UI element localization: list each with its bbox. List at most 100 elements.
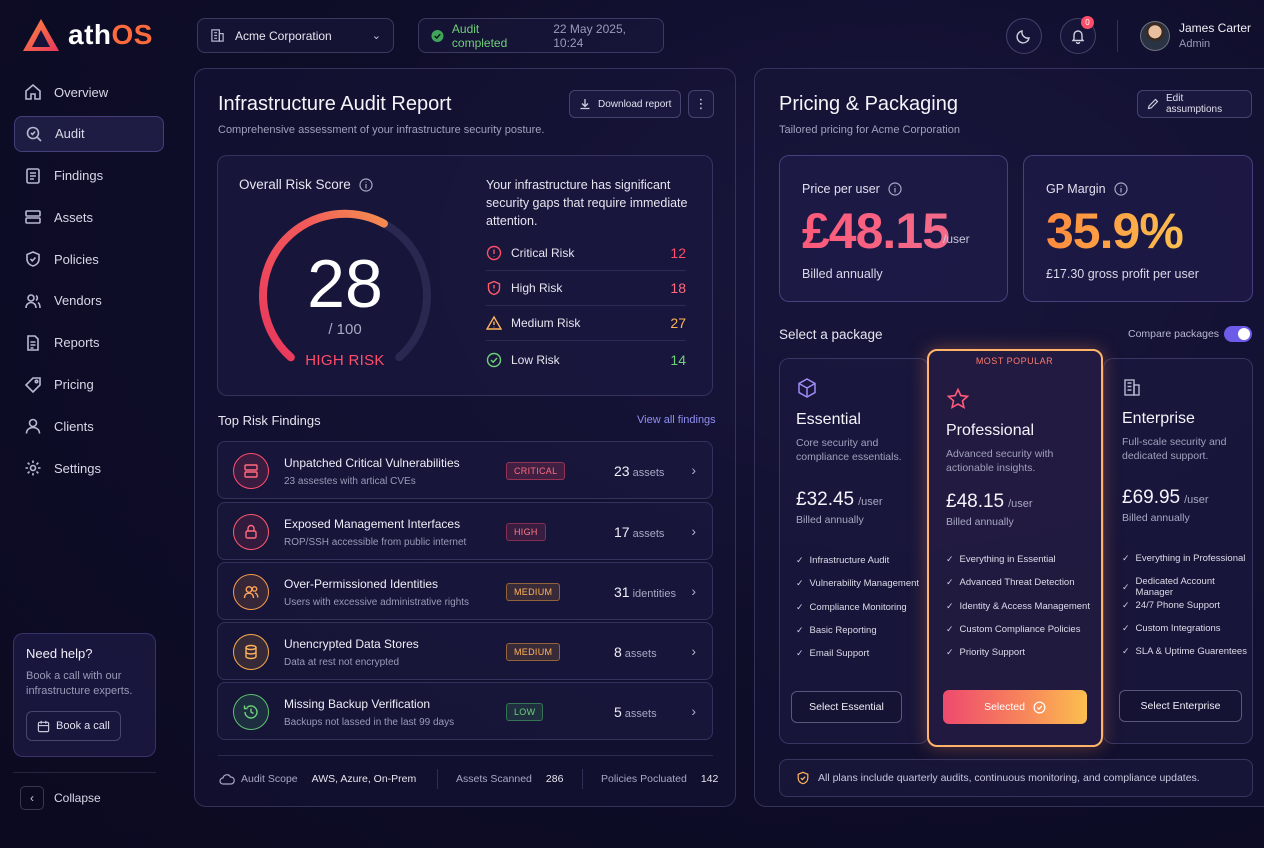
building-icon (1124, 379, 1140, 396)
sidebar-item-label: Clients (54, 418, 94, 434)
finding-row[interactable]: Unencrypted Data Stores Data at rest not… (217, 622, 713, 680)
shield-alert-icon (487, 280, 501, 296)
package-feature: Advanced Threat Detection (946, 577, 1075, 588)
package-card-enterprise[interactable]: Enterprise Full-scale security and dedic… (1103, 358, 1253, 744)
sidebar-item-label: Reports (54, 335, 100, 351)
download-icon (580, 99, 590, 110)
finding-unit: assets (624, 708, 657, 720)
sidebar-item-label: Settings (54, 460, 101, 476)
sidebar-nav: Overview Audit Findings Assets Policies … (14, 74, 164, 492)
download-report-button[interactable]: Download report (569, 90, 682, 118)
margin-value: 35.9% (1046, 203, 1184, 259)
edit-assumptions-button[interactable]: Edit assumptions (1137, 90, 1252, 118)
package-price: £48.15 (946, 491, 1005, 512)
risk-row-count: 27 (670, 315, 686, 331)
finding-count: 31 (614, 584, 630, 600)
info-icon[interactable] (1113, 182, 1128, 196)
finding-description: 23 assestes with artical CVEs (284, 476, 416, 487)
view-all-findings-link[interactable]: View all findings (637, 414, 716, 426)
risk-row-label: Critical Risk (511, 246, 575, 260)
avatar[interactable] (1140, 21, 1170, 51)
compare-packages-label: Compare packages (1128, 328, 1220, 340)
package-billed: Billed annually (946, 516, 1014, 528)
package-feature: Vulnerability Management (796, 578, 920, 589)
finding-count: 5 (614, 704, 622, 720)
warning-triangle-icon (486, 315, 502, 330)
check-circle-icon (431, 29, 444, 42)
risk-level-label: HIGH RISK (305, 352, 385, 369)
sidebar-item-clients[interactable]: Clients (14, 408, 164, 444)
risk-row-low: Low Risk 14 (486, 342, 686, 377)
audit-status-pill: Audit completed 22 May 2025, 10:24 (418, 18, 664, 53)
package-card-professional[interactable]: Professional Advanced security with acti… (927, 349, 1103, 747)
package-card-essential[interactable]: Essential Core security and compliance e… (779, 358, 929, 744)
star-icon (946, 387, 970, 409)
policies-value: 142 (700, 773, 719, 785)
finding-title: Missing Backup Verification (284, 697, 431, 711)
package-feature: Basic Reporting (796, 625, 877, 636)
home-icon (25, 83, 41, 100)
sidebar-item-audit[interactable]: Audit (14, 115, 164, 152)
compare-packages-toggle[interactable] (1224, 326, 1252, 342)
sidebar-item-vendors[interactable]: Vendors (14, 283, 164, 319)
report-icon (27, 334, 39, 351)
sidebar-item-reports[interactable]: Reports (14, 325, 164, 361)
book-call-button[interactable]: Book a call (26, 711, 121, 741)
severity-badge: LOW (506, 703, 544, 721)
more-options-button[interactable]: ⋮ (688, 90, 714, 118)
chevron-right-icon: › (691, 523, 696, 539)
sidebar-item-overview[interactable]: Overview (14, 74, 164, 110)
package-feature: 24/7 Phone Support (1122, 600, 1221, 611)
info-icon[interactable] (888, 182, 902, 196)
sidebar-item-settings[interactable]: Settings (14, 450, 164, 486)
risk-row-high: High Risk 18 (486, 271, 686, 306)
calendar-icon (37, 720, 50, 732)
risk-summary: Your infrastructure has significant secu… (486, 178, 688, 228)
finding-row[interactable]: Exposed Management Interfaces ROP/SSH ac… (217, 502, 713, 560)
finding-unit: identities (632, 588, 676, 600)
finding-row[interactable]: Missing Backup Verification Backups not … (217, 682, 713, 740)
sidebar-item-label: Findings (54, 168, 104, 184)
package-description: Advanced security with actionable insigh… (946, 448, 1054, 474)
theme-toggle-button[interactable] (1006, 18, 1042, 54)
margin-label: GP Margin (1046, 182, 1106, 196)
risk-row-critical: Critical Risk 12 (486, 236, 686, 271)
user-icon (25, 419, 41, 434)
risk-row-count: 12 (670, 245, 686, 261)
finding-row[interactable]: Over-Permissioned Identities Users with … (217, 562, 713, 620)
select-professional-button[interactable]: Selected (943, 690, 1087, 724)
package-feature: Infrastructure Audit (796, 555, 890, 566)
risk-score-title: Overall Risk Score (239, 177, 351, 192)
plans-note: All plans include quarterly audits, cont… (779, 759, 1253, 797)
pricing-title: Pricing & Packaging (779, 93, 958, 115)
database-icon (233, 634, 269, 670)
finding-description: ROP/SSH accessible from public internet (284, 537, 467, 548)
sidebar-item-findings[interactable]: Findings (14, 158, 164, 194)
notifications-button[interactable]: 0 (1060, 16, 1096, 54)
select-essential-button[interactable]: Select Essential (791, 691, 902, 723)
assets-scanned-label: Assets Scanned (456, 773, 532, 785)
select-enterprise-button[interactable]: Select Enterprise (1119, 690, 1242, 722)
info-icon[interactable] (359, 177, 373, 192)
collapse-button[interactable]: ‹ Collapse (20, 786, 101, 810)
check-circle-icon (486, 352, 502, 367)
sidebar-item-label: Overview (54, 84, 109, 100)
package-feature: Custom Integrations (1122, 623, 1221, 634)
finding-row[interactable]: Unpatched Critical Vulnerabilities 23 as… (217, 441, 713, 499)
package-feature: Everything in Essential (946, 554, 1056, 565)
sidebar-item-assets[interactable]: Assets (14, 199, 164, 235)
pricing-subtitle: Tailored pricing for Acme Corporation (779, 124, 960, 136)
finding-title: Over-Permissioned Identities (284, 577, 439, 591)
finding-count: 17 (614, 524, 630, 540)
risk-row-count: 18 (670, 280, 686, 296)
sidebar-item-pricing[interactable]: Pricing (14, 367, 164, 403)
sidebar-item-policies[interactable]: Policies (14, 241, 164, 277)
audit-footer-divider (218, 755, 713, 756)
edit-assumptions-label: Edit assumptions (1165, 93, 1223, 115)
audit-status-text: Audit completed (451, 21, 508, 50)
risk-row-medium: Medium Risk 27 (486, 306, 686, 341)
risk-score-value: 28 (307, 246, 383, 322)
topbar-divider (1117, 20, 1118, 52)
organization-select[interactable]: Acme Corporation ⌄ (197, 18, 394, 53)
findings-icon (26, 167, 40, 184)
